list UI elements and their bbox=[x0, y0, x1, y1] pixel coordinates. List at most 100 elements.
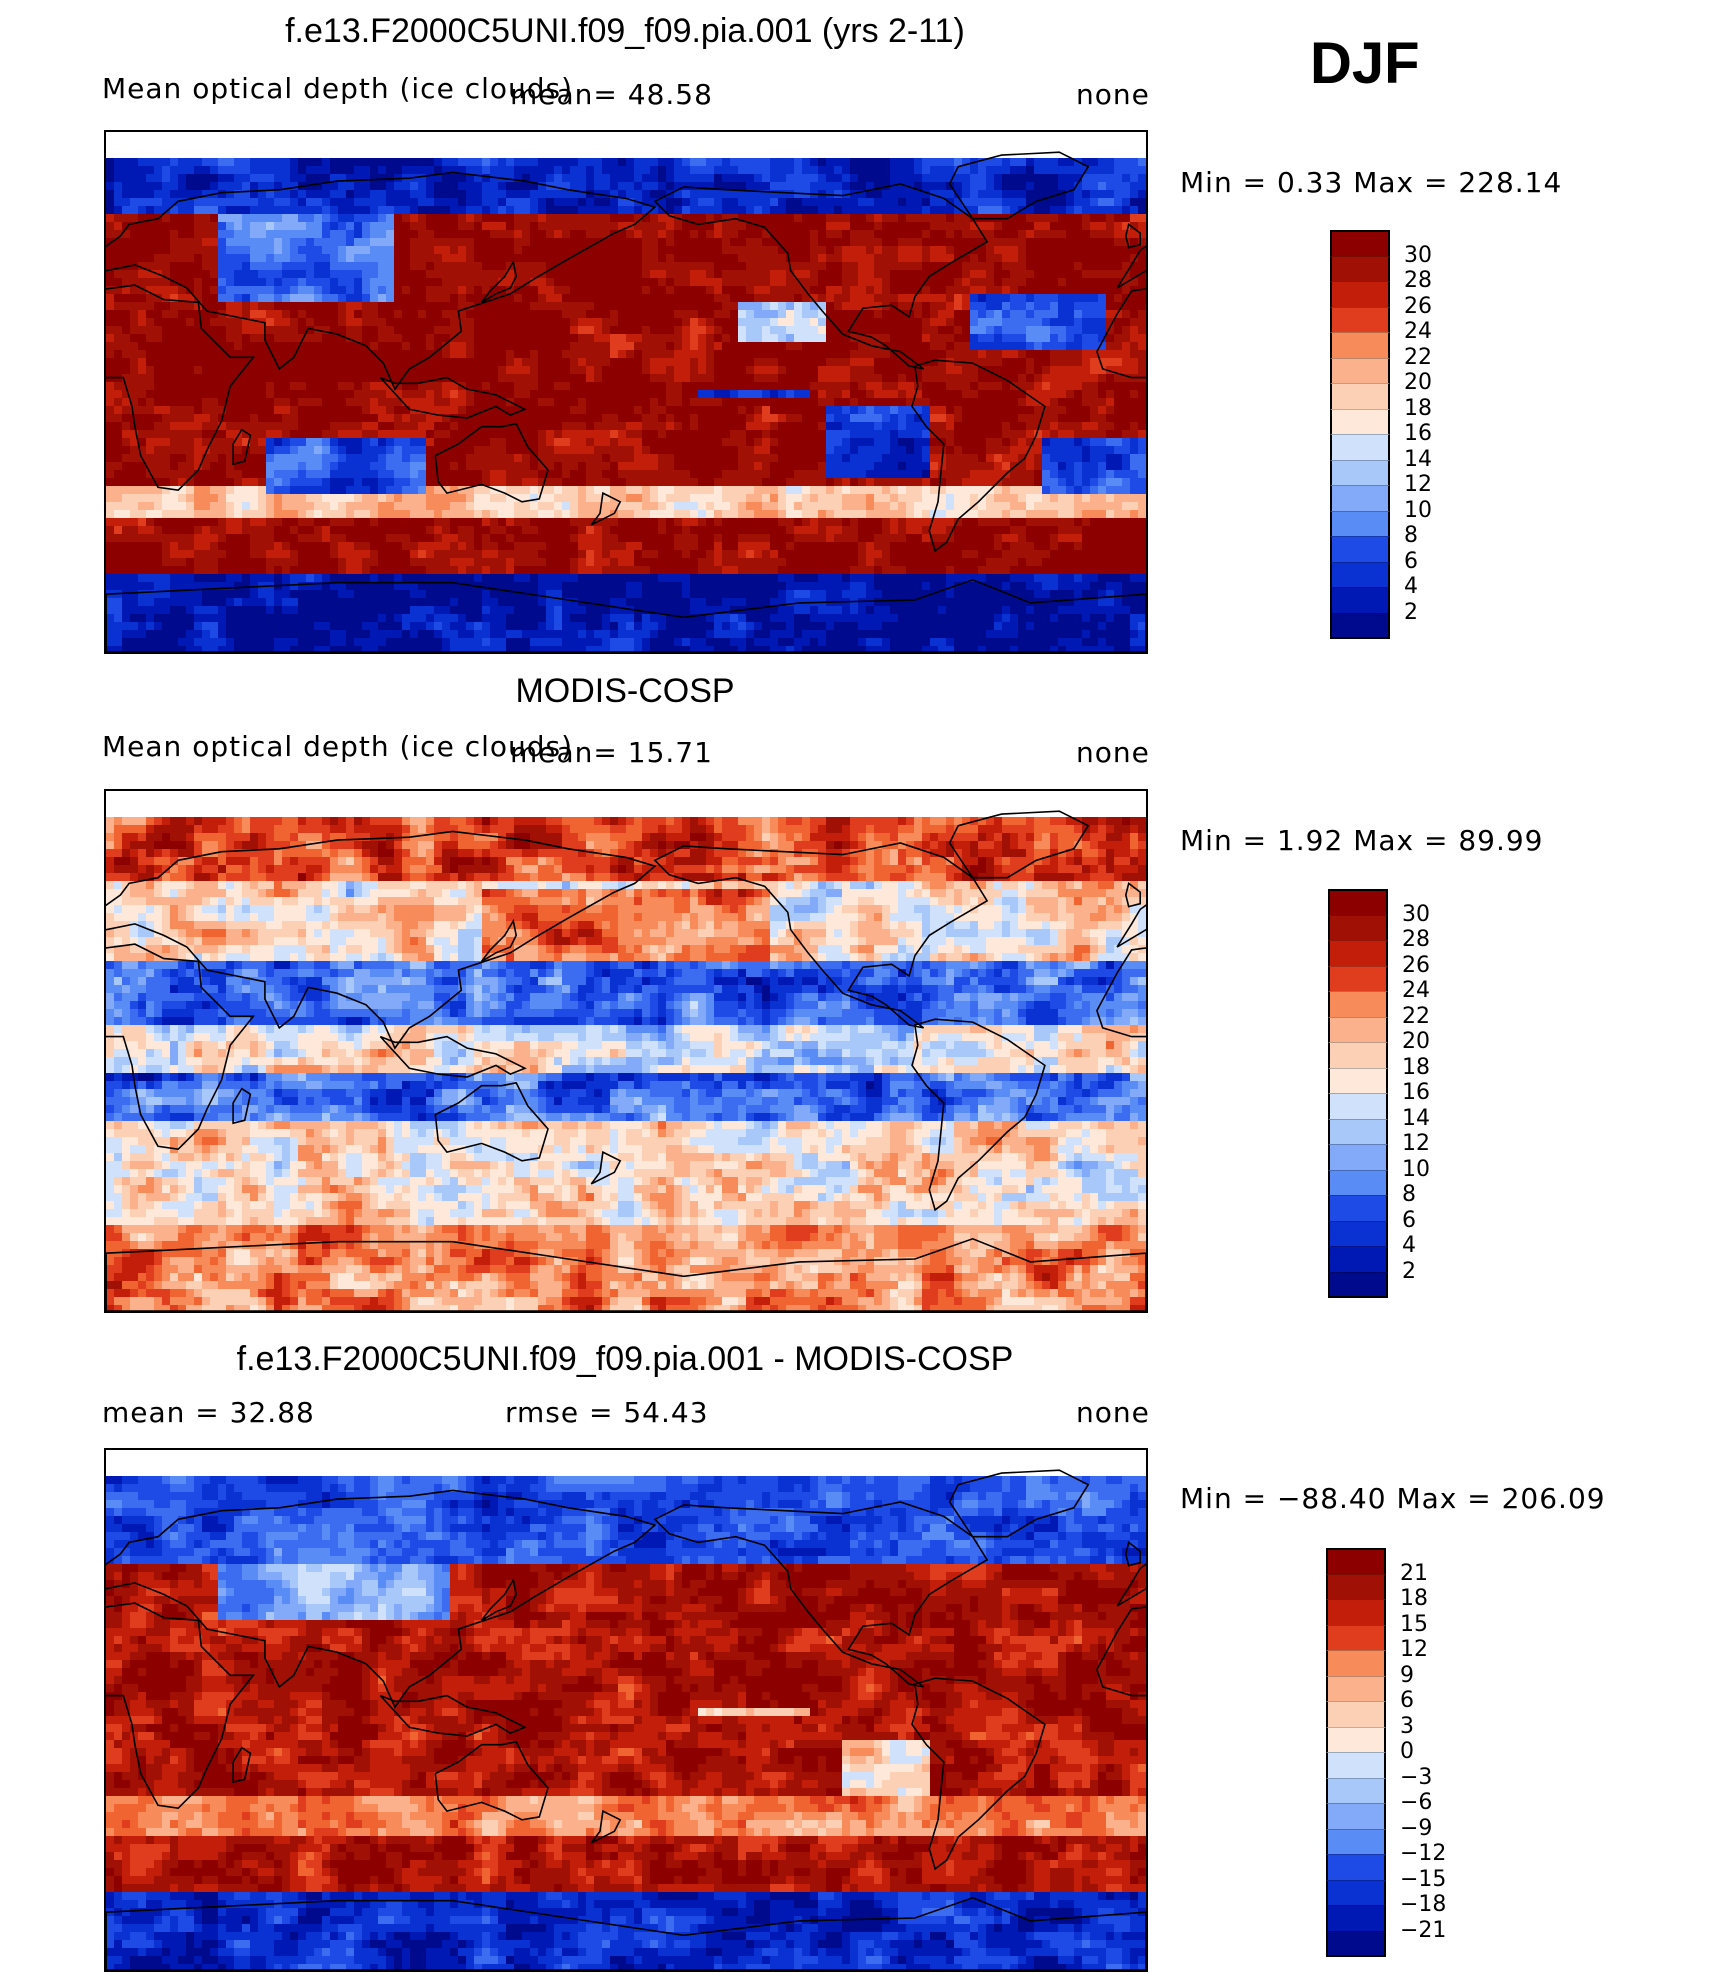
coastline-north-america bbox=[653, 1501, 989, 1688]
panel-3-title: f.e13.F2000C5UNI.f09_f09.pia.001 - MODIS… bbox=[100, 1340, 1150, 1379]
coastline-new-zealand bbox=[590, 1809, 622, 1844]
colorbar-tick-label: 4 bbox=[1402, 1235, 1416, 1257]
coastline-greenland bbox=[948, 1469, 1090, 1538]
panel-1-title: f.e13.F2000C5UNI.f09_f09.pia.001 (yrs 2-… bbox=[100, 12, 1150, 51]
colorbar-swatch bbox=[1328, 1246, 1388, 1272]
colorbar-tick-label: 15 bbox=[1400, 1613, 1428, 1636]
colorbar-tick-label: 8 bbox=[1402, 1184, 1416, 1206]
colorbar-tick-label: 6 bbox=[1404, 550, 1418, 573]
colorbar-swatch bbox=[1330, 612, 1390, 639]
colorbar-swatch bbox=[1326, 1726, 1386, 1753]
colorbar-swatch bbox=[1326, 1930, 1386, 1957]
colorbar-swatch bbox=[1330, 306, 1390, 333]
colorbar-tick-label: 3 bbox=[1400, 1715, 1414, 1738]
coastline-madagascar bbox=[232, 1087, 252, 1125]
panel-3-map bbox=[104, 1448, 1148, 1972]
coastline-uk bbox=[1124, 223, 1141, 249]
coastline-madagascar bbox=[232, 1746, 252, 1784]
colorbar-swatch bbox=[1330, 332, 1390, 358]
colorbar-tick-label: 22 bbox=[1404, 346, 1432, 369]
coastline-antarctica bbox=[106, 1237, 1146, 1311]
colorbar-swatch bbox=[1328, 1042, 1388, 1068]
colorbar-tick-label: 30 bbox=[1404, 244, 1432, 267]
colorbar-swatch bbox=[1330, 459, 1390, 486]
coastline-new-zealand bbox=[590, 491, 622, 526]
panel-3-mean: mean = 32.88 bbox=[102, 1396, 315, 1429]
coastline-indonesia bbox=[379, 1694, 527, 1737]
colorbar-swatch bbox=[1326, 1803, 1386, 1829]
colorbar-tick-label: 18 bbox=[1400, 1588, 1428, 1610]
colorbar-swatch bbox=[1326, 1650, 1386, 1676]
colorbar-tick-label: 14 bbox=[1402, 1107, 1430, 1130]
colorbar-tick-label: 16 bbox=[1402, 1082, 1430, 1104]
colorbar-swatch bbox=[1326, 1548, 1386, 1574]
colorbar-swatch bbox=[1326, 1828, 1386, 1855]
coastline-indonesia bbox=[379, 1035, 527, 1078]
colorbar-tick-label: 16 bbox=[1404, 423, 1432, 445]
colorbar-swatch bbox=[1330, 230, 1390, 256]
colorbar-swatch bbox=[1326, 1701, 1386, 1727]
coastline-south-america bbox=[911, 1677, 1046, 1871]
panel-2-units: none bbox=[1076, 736, 1150, 769]
colorbar-swatch bbox=[1328, 1220, 1388, 1247]
colorbar-tick-label: 6 bbox=[1400, 1690, 1414, 1712]
colorbar-tick-label: 2 bbox=[1404, 601, 1418, 624]
panel-2-variable-label: Mean optical depth (ice clouds) bbox=[102, 730, 573, 763]
colorbar-swatch bbox=[1328, 991, 1388, 1017]
coastline-uk bbox=[1124, 882, 1141, 908]
panel-2-title: MODIS-COSP bbox=[100, 672, 1150, 711]
colorbar-swatch bbox=[1328, 940, 1388, 966]
coastline-europe-asia bbox=[106, 171, 657, 391]
coastline-new-zealand bbox=[590, 1150, 622, 1185]
colorbar-tick-label: 2 bbox=[1402, 1260, 1416, 1283]
colorbar-swatch bbox=[1328, 1118, 1388, 1145]
colorbar-swatch bbox=[1330, 383, 1390, 409]
colorbar-swatch bbox=[1330, 281, 1390, 307]
coastline-africa bbox=[106, 943, 255, 1151]
colorbar-tick-label: 18 bbox=[1402, 1056, 1430, 1079]
coastline-africa bbox=[106, 284, 255, 492]
panel-1-map-plot bbox=[106, 151, 1146, 652]
coastline-africa bbox=[106, 1602, 255, 1810]
panel-1-range: Min = 0.33 Max = 228.14 bbox=[1180, 166, 1562, 199]
colorbar-swatch bbox=[1330, 255, 1390, 282]
colorbar-tick-label: 24 bbox=[1402, 980, 1430, 1002]
panel-3-map-plot bbox=[106, 1469, 1146, 1970]
coastline-greenland bbox=[948, 810, 1090, 879]
colorbar-swatch bbox=[1328, 1195, 1388, 1221]
colorbar-tick-label: 20 bbox=[1402, 1031, 1430, 1053]
colorbar-tick-label: 20 bbox=[1404, 372, 1432, 394]
field-cells bbox=[106, 1476, 1146, 1970]
colorbar-swatch bbox=[1328, 965, 1388, 992]
colorbar-tick-label: 26 bbox=[1404, 295, 1432, 318]
coastline-europe-asia bbox=[106, 830, 657, 1050]
panel-3-range: Min = −88.40 Max = 206.09 bbox=[1180, 1482, 1606, 1515]
coastline-europe-asia bbox=[106, 1489, 657, 1709]
colorbar-swatch bbox=[1328, 889, 1388, 915]
colorbar-swatch bbox=[1330, 485, 1390, 511]
colorbar-swatch bbox=[1328, 914, 1388, 941]
panel-2-map-plot bbox=[106, 810, 1146, 1311]
colorbar-swatch bbox=[1328, 1016, 1388, 1043]
colorbar-tick-label: −9 bbox=[1400, 1817, 1432, 1840]
colorbar-tick-label: 14 bbox=[1404, 448, 1432, 471]
colorbar-swatch bbox=[1328, 1067, 1388, 1094]
colorbar-swatch bbox=[1330, 434, 1390, 460]
coastline-madagascar bbox=[232, 428, 252, 466]
coastline-australia bbox=[434, 1081, 549, 1162]
colorbar-tick-label: 6 bbox=[1402, 1209, 1416, 1232]
colorbar-tick-label: 0 bbox=[1400, 1741, 1414, 1763]
colorbar-swatch bbox=[1326, 1777, 1386, 1804]
panel-1-map bbox=[104, 130, 1148, 654]
colorbar-swatch bbox=[1326, 1624, 1386, 1651]
colorbar-swatch bbox=[1328, 1093, 1388, 1119]
colorbar-swatch bbox=[1330, 536, 1390, 562]
panel-1-mean: mean= 48.58 bbox=[510, 78, 713, 111]
colorbar-swatch bbox=[1326, 1573, 1386, 1600]
colorbar-tick-label: 12 bbox=[1404, 474, 1432, 496]
panel-2-mean: mean= 15.71 bbox=[510, 736, 713, 769]
colorbar-swatch bbox=[1328, 1144, 1388, 1170]
colorbar-swatch bbox=[1330, 357, 1390, 384]
coastline-south-america bbox=[911, 359, 1046, 553]
field-cells bbox=[106, 158, 1146, 652]
